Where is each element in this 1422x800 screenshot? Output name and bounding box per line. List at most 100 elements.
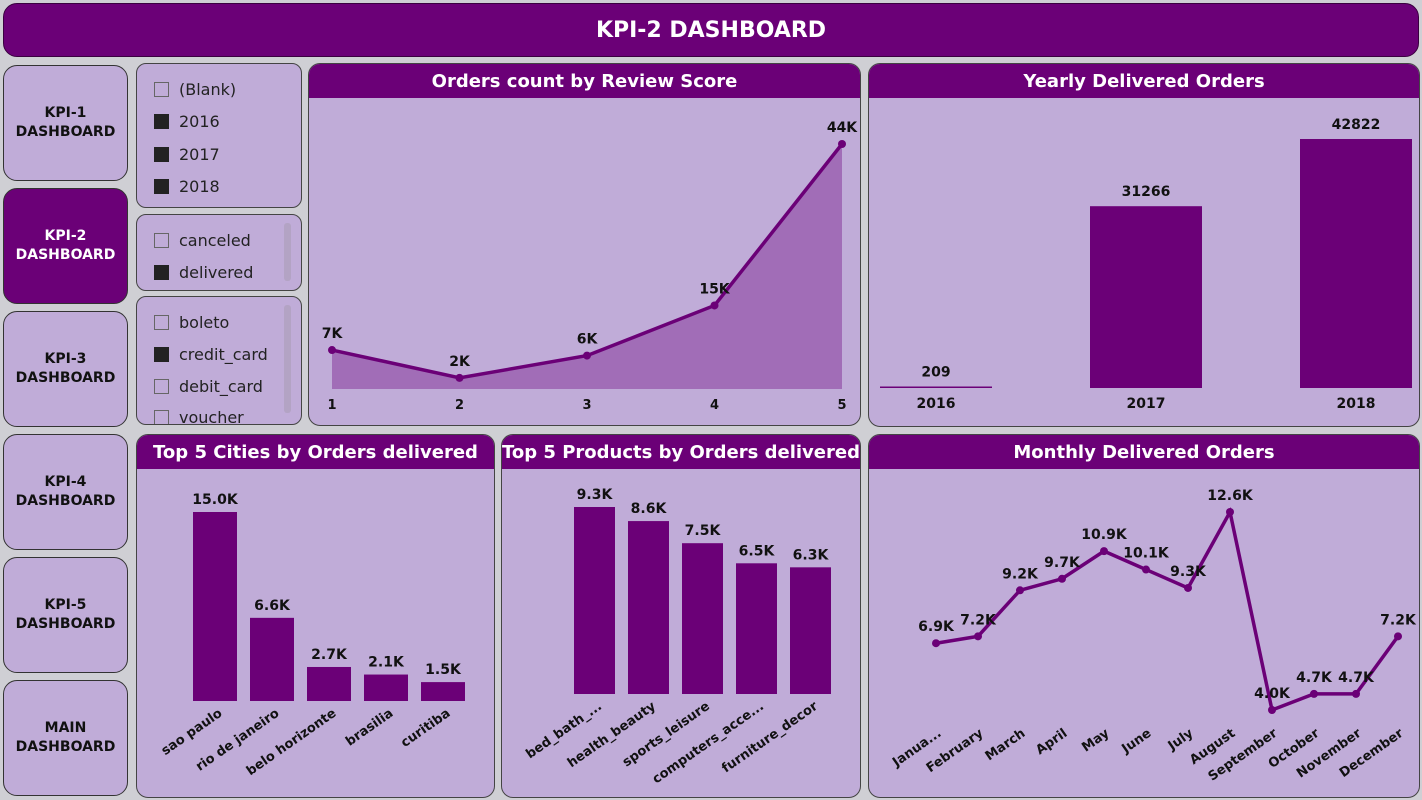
cities-x-tick-label: curitiba bbox=[398, 706, 453, 751]
review-score-panel: 7K 1 2K 2 6K 3 15K 4 44K 5 Orders count by Review… bbox=[308, 63, 861, 426]
checkbox-checked-icon[interactable] bbox=[154, 264, 169, 280]
yearly-data-label: 209 bbox=[921, 365, 950, 381]
status-option-label: canceled bbox=[179, 230, 251, 250]
monthly-data-point bbox=[932, 639, 940, 648]
payment-option-debit-card[interactable]: debit_card bbox=[154, 374, 263, 398]
year-option-label: 2016 bbox=[179, 111, 220, 131]
payment-slicer-scrollbar[interactable] bbox=[284, 305, 291, 413]
checkbox-icon[interactable] bbox=[154, 81, 169, 97]
monthly-data-label: 4.7K bbox=[1338, 670, 1375, 686]
year-option-blank[interactable]: (Blank) bbox=[154, 77, 236, 101]
monthly-x-tick-label: May bbox=[1079, 726, 1112, 756]
status-option-delivered[interactable]: delivered bbox=[154, 260, 253, 284]
nav-kpi1-button[interactable]: KPI-1 DASHBOARD bbox=[3, 65, 128, 181]
cities-data-label: 2.1K bbox=[368, 655, 405, 671]
nav-kpi2-button[interactable]: KPI-2 DASHBOARD bbox=[3, 188, 128, 304]
monthly-data-point bbox=[1310, 689, 1318, 698]
review-x-tick-label: 5 bbox=[837, 398, 846, 413]
products-data-label: 9.3K bbox=[577, 487, 614, 503]
review-data-point bbox=[328, 346, 336, 355]
year-option-2018[interactable]: 2018 bbox=[154, 174, 220, 198]
monthly-data-point bbox=[974, 632, 982, 641]
monthly-data-label: 10.9K bbox=[1081, 527, 1128, 543]
nav-kpi5-button[interactable]: KPI-5 DASHBOARD bbox=[3, 557, 128, 673]
yearly-orders-chart: 209 2016 31266 2017 42822 2018 bbox=[880, 117, 1412, 412]
monthly-data-point bbox=[1268, 706, 1276, 714]
cities-bar bbox=[421, 682, 465, 701]
checkbox-icon[interactable] bbox=[154, 314, 169, 330]
yearly-orders-panel: 209 2016 31266 2017 42822 2018 Yearly Deliver… bbox=[868, 63, 1420, 427]
cities-bar bbox=[307, 666, 351, 701]
monthly-data-label: 9.2K bbox=[1002, 566, 1039, 582]
products-data-label: 6.3K bbox=[793, 547, 830, 563]
yearly-x-tick-label: 2016 bbox=[917, 396, 956, 412]
products-x-tick-label: furniture_decor bbox=[719, 699, 821, 777]
monthly-data-point bbox=[1394, 632, 1402, 641]
cities-data-label: 2.7K bbox=[311, 647, 348, 663]
checkbox-checked-icon[interactable] bbox=[154, 146, 169, 162]
monthly-data-label: 4.0K bbox=[1254, 686, 1291, 702]
review-x-tick-label: 4 bbox=[710, 398, 719, 413]
products-x-tick-label: health_beauty bbox=[565, 699, 659, 771]
products-data-label: 8.6K bbox=[631, 501, 668, 517]
products-bar bbox=[736, 563, 777, 694]
monthly-data-point bbox=[1016, 586, 1024, 595]
nav-main-button[interactable]: MAIN DASHBOARD bbox=[3, 680, 128, 796]
top-products-chart: 9.3Kbed_bath_...8.6Khealth_beauty7.5Kspo… bbox=[523, 487, 831, 787]
monthly-x-tick-label: June bbox=[1119, 726, 1155, 757]
monthly-data-point bbox=[1100, 547, 1108, 556]
monthly-data-point bbox=[1184, 583, 1192, 592]
review-data-label: 6K bbox=[577, 332, 599, 348]
nav-kpi3-button[interactable]: KPI-3 DASHBOARD bbox=[3, 311, 128, 427]
review-data-point bbox=[583, 351, 591, 360]
monthly-data-point bbox=[1352, 689, 1360, 698]
review-data-point bbox=[710, 301, 719, 310]
cities-data-label: 15.0K bbox=[192, 492, 239, 508]
review-data-label: 2K bbox=[449, 354, 471, 370]
cities-bar bbox=[364, 674, 408, 701]
checkbox-icon[interactable] bbox=[154, 378, 169, 394]
review-data-label: 7K bbox=[322, 326, 344, 342]
yearly-x-tick-label: 2018 bbox=[1337, 396, 1376, 412]
dashboard-title: KPI-2 DASHBOARD bbox=[3, 3, 1419, 57]
payment-option-voucher[interactable]: voucher bbox=[154, 405, 244, 425]
payment-option-label: debit_card bbox=[179, 376, 263, 396]
year-option-label: 2017 bbox=[179, 144, 220, 164]
checkbox-icon[interactable] bbox=[154, 409, 169, 424]
year-option-label: 2018 bbox=[179, 176, 220, 196]
top-cities-panel: 15.0K sao paulo 6.6K rio de janeiro 2.7K belo… bbox=[136, 434, 495, 798]
nav-kpi4-button[interactable]: KPI-4 DASHBOARD bbox=[3, 434, 128, 550]
products-data-label: 6.5K bbox=[739, 543, 776, 559]
yearly-bar bbox=[1090, 206, 1202, 388]
payment-option-credit-card[interactable]: credit_card bbox=[154, 342, 268, 366]
checkbox-checked-icon[interactable] bbox=[154, 346, 169, 362]
review-x-tick-label: 1 bbox=[327, 398, 336, 413]
status-option-canceled[interactable]: canceled bbox=[154, 228, 251, 252]
review-score-title: Orders count by Review Score bbox=[309, 64, 860, 98]
review-data-point bbox=[838, 140, 846, 148]
payment-slicer: boleto credit_card debit_card voucher bbox=[136, 296, 302, 425]
monthly-x-tick-label: April bbox=[1033, 726, 1070, 758]
payment-option-label: voucher bbox=[179, 407, 244, 425]
checkbox-icon[interactable] bbox=[154, 232, 169, 248]
monthly-data-label: 12.6K bbox=[1207, 488, 1254, 504]
year-slicer: (Blank) 2016 2017 2018 bbox=[136, 63, 302, 208]
products-bar bbox=[628, 521, 669, 694]
products-bar bbox=[682, 543, 723, 694]
payment-option-boleto[interactable]: boleto bbox=[154, 310, 229, 334]
checkbox-checked-icon[interactable] bbox=[154, 178, 169, 194]
checkbox-checked-icon[interactable] bbox=[154, 113, 169, 129]
yearly-orders-title: Yearly Delivered Orders bbox=[869, 64, 1419, 98]
year-option-2017[interactable]: 2017 bbox=[154, 142, 220, 166]
status-slicer-scrollbar[interactable] bbox=[284, 223, 291, 281]
cities-x-tick-label: brasilia bbox=[343, 706, 396, 749]
review-score-chart: 7K 1 2K 2 6K 3 15K 4 44K 5 bbox=[322, 120, 859, 413]
monthly-data-label: 10.1K bbox=[1123, 546, 1170, 562]
review-data-label: 15K bbox=[699, 281, 730, 297]
year-option-2016[interactable]: 2016 bbox=[154, 109, 220, 133]
cities-bar bbox=[193, 512, 237, 701]
yearly-bar bbox=[1300, 139, 1412, 388]
monthly-series-line bbox=[935, 507, 1400, 713]
review-data-label: 44K bbox=[827, 120, 858, 136]
